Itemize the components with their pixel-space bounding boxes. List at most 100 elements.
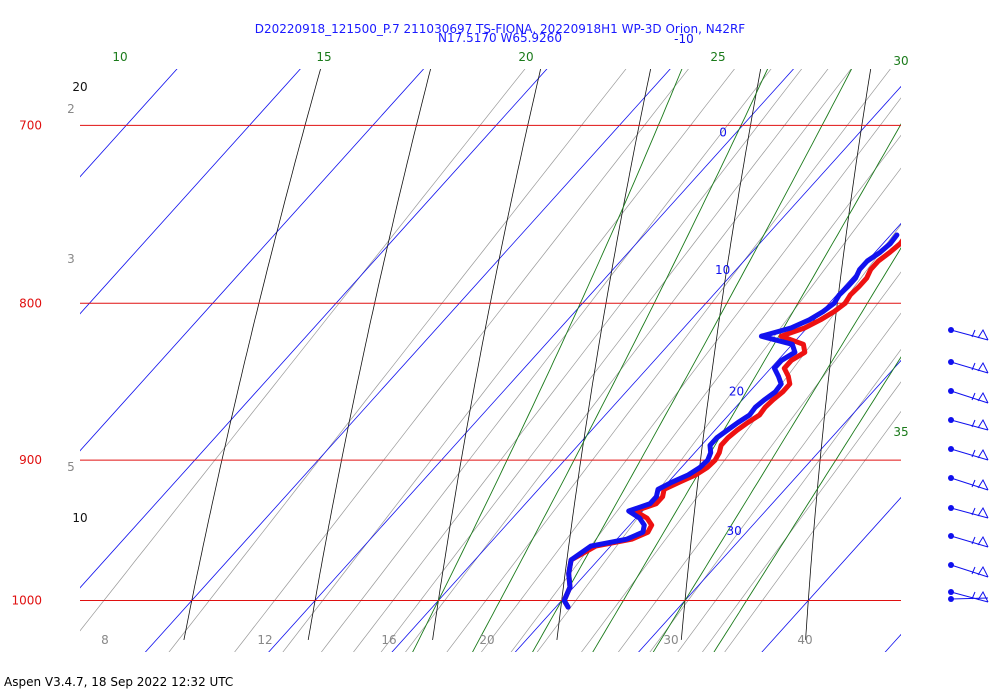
moist-adiabat-line [412,69,683,652]
wind-barb-feather [971,329,976,338]
moist-adiabat-label: 20 [518,50,533,64]
mixing-ratio-label: 30 [663,633,678,647]
mixing-ratio-line [446,69,891,652]
isotherm-label: 30 [727,524,742,538]
wind-barb [948,327,989,341]
dry-adiabat-label: 20 [72,80,87,94]
isobar-lines [80,124,901,601]
isotherm-line [761,496,901,652]
pressure-tick-label: 700 [19,118,42,132]
isotherm-label: 10 [715,263,730,277]
isotherm-line [268,69,794,652]
wind-barbs [948,327,989,603]
mixing-ratio-line [405,69,852,652]
wind-barb-feather [971,392,976,401]
wind-barb-flag [977,590,989,603]
mixing-ratio-line [353,69,803,652]
wind-barb-flag [977,478,989,491]
isotherm-label: 20 [729,385,744,399]
wind-barb-flag [977,328,989,341]
dry-adiabat-line [930,0,1000,640]
wind-barb-shaft [950,597,989,600]
mixing-ratio-line [581,224,901,652]
wind-barb-feather [971,507,976,516]
wind-barb-shaft [950,390,989,404]
mixing-ratio-line [649,312,901,652]
pressure-tick-label: 900 [19,453,42,467]
isotherm-label: -10 [674,32,694,46]
pressure-tick-label: 1000 [11,594,42,608]
chart-title-line-1: D20220918_121500_P.7 211030697 TS-FIONA,… [254,22,746,36]
dry-adiabat-line [183,69,321,640]
wind-barb [948,562,989,578]
wind-barb [948,388,989,404]
mixing-ratio-line [724,410,901,652]
moist-adiabat-line [472,69,769,652]
mixing-ratio-line [617,271,901,652]
mixing-ratio-line [480,97,901,652]
wind-barb-flag [977,506,989,519]
wind-barb-feather [971,419,976,428]
isotherm-line [884,633,901,652]
mixing-ratio-line [168,69,627,652]
dry-adiabat-line [556,69,652,640]
isotherm-label: 0 [719,126,727,140]
isotherm-line [80,69,548,589]
dry-adiabat-line [805,69,872,640]
dry-adiabat-line [432,69,541,640]
moist-adiabat-lines [412,69,901,652]
wind-barb-shaft [950,477,989,491]
dry-adiabat-lines [183,0,1000,640]
wind-barb-shaft [950,419,989,431]
wind-barb [948,475,989,491]
wind-barb-flag [977,361,989,374]
wind-barb-shaft [950,507,989,519]
temperature-trace [561,238,901,610]
moist-adiabat-label: 35 [893,425,908,439]
mixing-ratio-line [536,167,901,652]
wind-barb-feather [971,362,976,371]
wind-barb-shaft [950,591,989,603]
wind-barb-shaft [950,535,989,548]
wind-barb [948,589,989,603]
moist-adiabat-label: 25 [710,50,725,64]
footer-version-text: Aspen V3.4.7, 18 Sep 2022 12:32 UTC [4,675,234,689]
dewpoint-trace [561,232,900,610]
mixing-ratio-label: 20 [479,633,494,647]
mixing-ratio-line [234,69,689,652]
moist-adiabat-line [652,247,901,652]
dry-adiabat-line [680,69,762,640]
isotherm-lines [0,0,901,678]
wind-barb-feather [971,536,976,545]
wind-barb-feather [971,479,976,488]
isotherm-line [80,69,178,178]
moist-adiabat-line [713,356,901,652]
isotherm-line [0,0,228,678]
chart-title-line-2: N17.5170 W65.9260 [438,31,562,45]
wind-barb [948,505,989,519]
wind-barb-flag [977,391,989,404]
sounding-traces [561,232,901,610]
wind-barb-feather [971,566,976,575]
isotherm-line [144,69,671,652]
mixing-ratio-label: 5 [67,460,75,474]
mixing-ratio-line [677,348,901,652]
wind-barb [948,446,989,461]
mixing-ratio-label: 3 [67,252,75,266]
mixing-ratio-lines [80,69,901,652]
isotherm-line [638,359,901,652]
mixing-ratio-line [320,69,772,652]
axis-labels: 6007008009001000-10010203010203040501015… [11,32,908,647]
moist-adiabat-label: 10 [112,50,127,64]
mixing-ratio-line [510,134,901,652]
mixing-ratio-line [80,69,526,632]
isotherm-line [391,85,901,652]
isotherm-line [80,69,301,315]
wind-barb [948,533,989,548]
mixing-ratio-label: 40 [797,633,812,647]
wind-barb-flag [977,565,989,578]
mixing-ratio-line [282,69,735,652]
wind-barb-shaft [950,329,989,341]
wind-barb-feather [971,449,976,458]
dry-adiabat-line [307,69,432,640]
